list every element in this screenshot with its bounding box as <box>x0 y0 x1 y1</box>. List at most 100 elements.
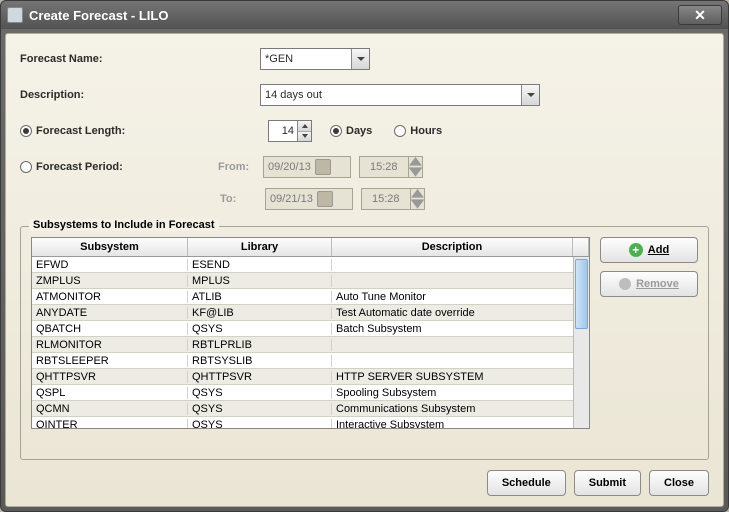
spin-down-icon[interactable] <box>411 200 424 210</box>
table-row[interactable]: QINTERQSYSInteractive Subsystem <box>32 417 573 428</box>
row-forecast-period-from: Forecast Period: From: 09/20/13 15:28 <box>20 156 709 178</box>
close-window-button[interactable]: ✕ <box>678 5 722 25</box>
cell-library: QHTTPSVR <box>188 371 332 383</box>
table-row[interactable]: ANYDATEKF@LIBTest Automatic date overrid… <box>32 305 573 321</box>
label-hours: Hours <box>410 125 442 137</box>
remove-label: Remove <box>636 278 679 290</box>
col-subsystem[interactable]: Subsystem <box>32 238 188 256</box>
from-date-input[interactable]: 09/20/13 <box>263 156 351 178</box>
side-buttons: + Add Remove <box>600 237 698 449</box>
cell-description: Test Automatic date override <box>332 307 573 319</box>
spin-down-icon[interactable] <box>298 132 311 142</box>
chevron-down-icon[interactable] <box>351 49 369 69</box>
cell-subsystem: ATMONITOR <box>32 291 188 303</box>
close-icon: ✕ <box>694 7 706 24</box>
forecast-name-value: *GEN <box>261 53 351 65</box>
time-spinner[interactable] <box>408 157 422 177</box>
spin-up-icon[interactable] <box>411 189 424 200</box>
cell-library: RBTSYSLIB <box>188 355 332 367</box>
cell-subsystem: RLMONITOR <box>32 339 188 351</box>
close-button[interactable]: Close <box>649 470 709 496</box>
row-description: Description: 14 days out <box>20 84 709 106</box>
fieldset-legend: Subsystems to Include in Forecast <box>29 219 219 231</box>
radio-hours[interactable] <box>394 125 406 137</box>
calendar-icon[interactable] <box>315 159 331 175</box>
cell-subsystem: ANYDATE <box>32 307 188 319</box>
spin-up-icon[interactable] <box>409 157 422 168</box>
description-value: 14 days out <box>261 89 521 101</box>
col-description[interactable]: Description <box>332 238 573 256</box>
remove-button[interactable]: Remove <box>600 271 698 297</box>
label-forecast-name: Forecast Name: <box>20 53 140 65</box>
submit-label: Submit <box>589 477 626 489</box>
cell-subsystem: QHTTPSVR <box>32 371 188 383</box>
cell-description: Spooling Subsystem <box>332 387 573 399</box>
to-time-input[interactable]: 15:28 <box>361 188 425 210</box>
length-value: 14 <box>269 125 297 137</box>
time-spinner[interactable] <box>410 189 424 209</box>
scrollbar-thumb[interactable] <box>575 259 588 329</box>
label-forecast-period: Forecast Period: <box>36 161 148 173</box>
app-icon <box>7 7 23 23</box>
col-scroll-spacer <box>573 238 589 256</box>
calendar-icon[interactable] <box>317 191 333 207</box>
cell-library: RBTLPRLIB <box>188 339 332 351</box>
spin-down-icon[interactable] <box>409 168 422 178</box>
description-combo[interactable]: 14 days out <box>260 84 540 106</box>
cell-library: QSYS <box>188 323 332 335</box>
chevron-down-icon[interactable] <box>521 85 539 105</box>
table-row[interactable]: ATMONITORATLIBAuto Tune Monitor <box>32 289 573 305</box>
dialog-footer: Schedule Submit Close <box>20 470 709 496</box>
row-forecast-period-to: To: 09/21/13 15:28 <box>20 188 709 210</box>
forecast-name-combo[interactable]: *GEN <box>260 48 370 70</box>
add-label: Add <box>648 244 669 256</box>
subsystems-fieldset: Subsystems to Include in Forecast Subsys… <box>20 226 709 460</box>
radio-days[interactable] <box>330 125 342 137</box>
cell-description: Auto Tune Monitor <box>332 291 573 303</box>
table-body: EFWDESENDZMPLUSMPLUSATMONITORATLIBAuto T… <box>32 257 573 428</box>
plus-icon: + <box>629 243 643 257</box>
cell-subsystem: ZMPLUS <box>32 275 188 287</box>
cell-library: ESEND <box>188 259 332 271</box>
table-row[interactable]: RBTSLEEPERRBTSYSLIB <box>32 353 573 369</box>
minus-icon <box>619 278 631 290</box>
cell-library: KF@LIB <box>188 307 332 319</box>
vertical-scrollbar[interactable] <box>573 257 589 428</box>
from-time-input[interactable]: 15:28 <box>359 156 423 178</box>
cell-subsystem: QSPL <box>32 387 188 399</box>
subsystems-table: Subsystem Library Description EFWDESENDZ… <box>31 237 590 429</box>
cell-description: Batch Subsystem <box>332 323 573 335</box>
table-row[interactable]: EFWDESEND <box>32 257 573 273</box>
cell-library: QSYS <box>188 419 332 429</box>
submit-button[interactable]: Submit <box>574 470 641 496</box>
cell-subsystem: EFWD <box>32 259 188 271</box>
dialog-window: Create Forecast - LILO ✕ Forecast Name: … <box>0 0 729 512</box>
table-row[interactable]: QHTTPSVRQHTTPSVRHTTP SERVER SUBSYSTEM <box>32 369 573 385</box>
titlebar[interactable]: Create Forecast - LILO ✕ <box>1 1 728 29</box>
label-from: From: <box>218 161 263 173</box>
close-label: Close <box>664 477 694 489</box>
cell-subsystem: RBTSLEEPER <box>32 355 188 367</box>
to-date-value: 09/21/13 <box>270 193 313 205</box>
table-row[interactable]: QBATCHQSYSBatch Subsystem <box>32 321 573 337</box>
length-spinner[interactable]: 14 <box>268 120 312 142</box>
cell-subsystem: QINTER <box>32 419 188 429</box>
label-to: To: <box>220 193 265 205</box>
label-description: Description: <box>20 89 140 101</box>
schedule-label: Schedule <box>502 477 551 489</box>
client-area: Forecast Name: *GEN Description: 14 days… <box>5 33 724 507</box>
schedule-button[interactable]: Schedule <box>487 470 566 496</box>
spin-up-icon[interactable] <box>298 121 311 132</box>
table-row[interactable]: QSPLQSYSSpooling Subsystem <box>32 385 573 401</box>
table-row[interactable]: RLMONITORRBTLPRLIB <box>32 337 573 353</box>
to-date-input[interactable]: 09/21/13 <box>265 188 353 210</box>
to-time-value: 15:28 <box>362 193 410 205</box>
table-header: Subsystem Library Description <box>32 238 589 257</box>
add-button[interactable]: + Add <box>600 237 698 263</box>
radio-forecast-period[interactable] <box>20 161 32 173</box>
table-row[interactable]: QCMNQSYSCommunications Subsystem <box>32 401 573 417</box>
col-library[interactable]: Library <box>188 238 332 256</box>
table-row[interactable]: ZMPLUSMPLUS <box>32 273 573 289</box>
spinner-buttons[interactable] <box>297 121 311 141</box>
radio-forecast-length[interactable] <box>20 125 32 137</box>
